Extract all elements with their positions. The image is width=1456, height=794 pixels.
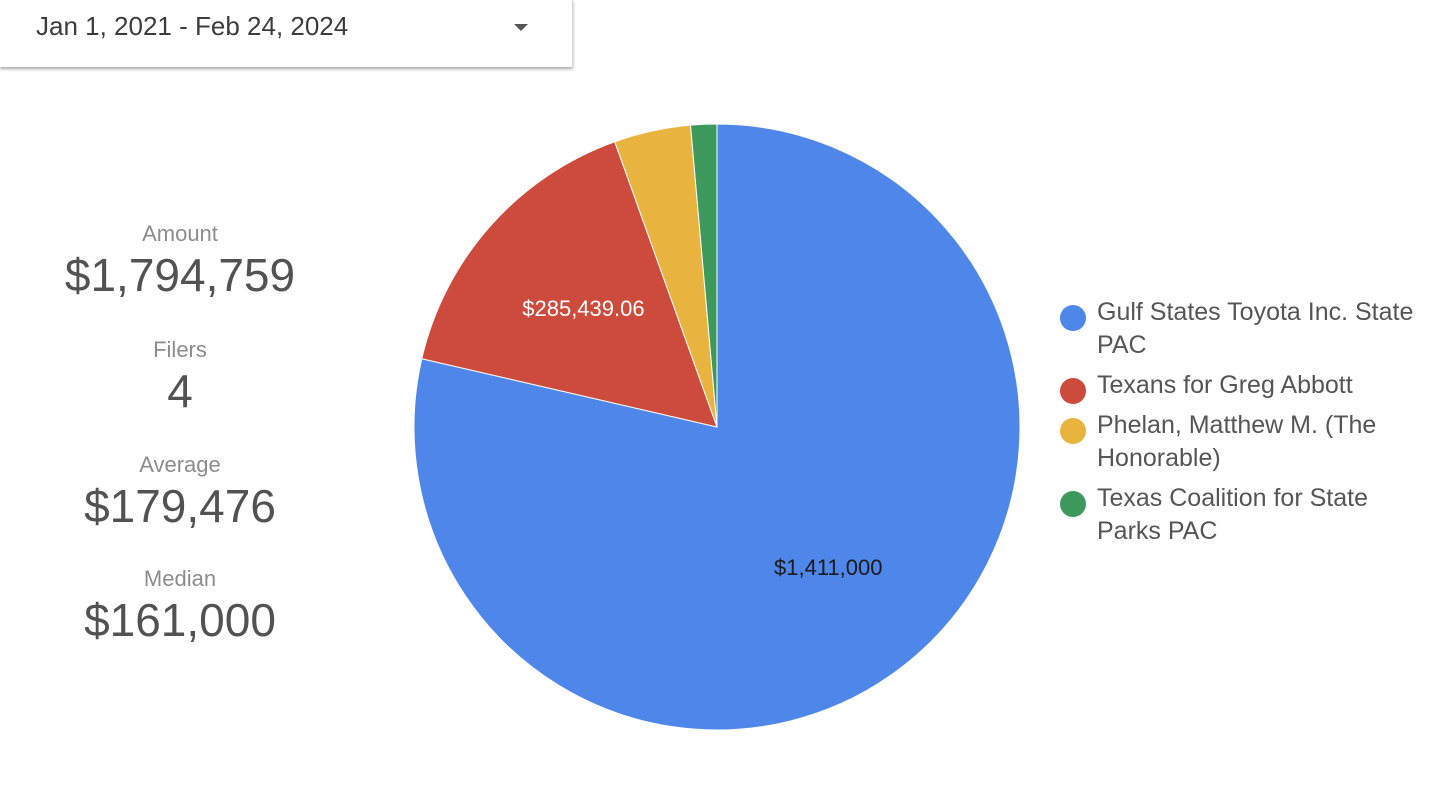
amount-value: $1,794,759 [64, 249, 296, 301]
legend-swatch [1060, 378, 1086, 404]
legend-label: Texas Coalition for State Parks PAC [1097, 484, 1368, 545]
legend-item[interactable]: Phelan, Matthew M. (The Honorable) [1060, 409, 1430, 475]
pie-slice-data-label: $1,411,000 [774, 555, 882, 580]
amount-label: Amount [142, 221, 218, 246]
legend-label: Gulf States Toyota Inc. State PAC [1097, 298, 1414, 359]
median-value: $161,000 [84, 594, 276, 646]
date-range-picker[interactable]: Jan 1, 2021 - Feb 24, 2024 [0, 0, 573, 67]
date-range-label: Jan 1, 2021 - Feb 24, 2024 [36, 11, 349, 41]
filers-label: Filers [153, 337, 207, 362]
legend-label: Texans for Greg Abbott [1097, 371, 1353, 399]
median-label: Median [143, 566, 217, 591]
pie-slice-data-label: $285,439.06 [522, 296, 644, 321]
chevron-down-icon[interactable] [514, 24, 528, 31]
legend-swatch [1060, 491, 1086, 517]
legend-item[interactable]: Texans for Greg Abbott [1060, 369, 1430, 404]
legend-label: Phelan, Matthew M. (The Honorable) [1097, 411, 1377, 472]
average-label: Average [139, 452, 221, 477]
legend-swatch [1060, 418, 1086, 444]
legend-item[interactable]: Gulf States Toyota Inc. State PAC [1060, 296, 1430, 362]
chart-legend: Gulf States Toyota Inc. State PAC Texans… [1060, 296, 1430, 555]
filers-value: 4 [167, 365, 193, 417]
pie-slice[interactable] [421, 141, 718, 428]
pie-slice[interactable] [689, 123, 718, 428]
legend-item[interactable]: Texas Coalition for State Parks PAC [1060, 482, 1430, 548]
average-value: $179,476 [84, 480, 276, 532]
legend-swatch [1060, 305, 1086, 331]
